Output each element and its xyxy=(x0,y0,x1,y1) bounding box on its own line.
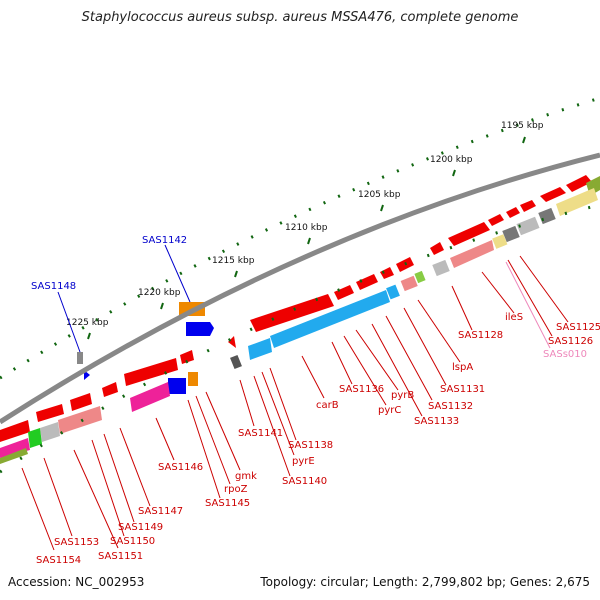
inner-tick-ring xyxy=(0,203,600,474)
accession-text: Accession: NC_002953 xyxy=(8,575,145,589)
forward-strand-genes xyxy=(0,175,592,442)
label-rpoz: rpoZ xyxy=(224,484,248,495)
label-sas1147: SAS1147 xyxy=(138,506,183,517)
label-sas1145: SAS1145 xyxy=(205,498,250,509)
label-lspa: lspA xyxy=(452,362,473,373)
leader-lines xyxy=(21,255,569,551)
label-sas1125: SAS1125 xyxy=(556,322,600,333)
label-pyrc: pyrC xyxy=(378,405,401,416)
label-sas1148: SAS1148 xyxy=(31,281,76,292)
label-sas1141: SAS1141 xyxy=(238,428,283,439)
label-sas1136: SAS1136 xyxy=(339,384,384,395)
label-sas1142: SAS1142 xyxy=(142,235,187,246)
map-title: Staphylococcus aureus subsp. aureus MSSA… xyxy=(81,10,519,25)
label-sass010: SASs010 xyxy=(543,349,587,360)
ruler-label-1200: 1200 kbp xyxy=(430,155,473,165)
label-sas1132: SAS1132 xyxy=(428,401,473,412)
label-iles: ileS xyxy=(505,312,523,323)
label-gmk: gmk xyxy=(235,471,257,482)
label-sas1146: SAS1146 xyxy=(158,462,203,473)
label-sas1149: SAS1149 xyxy=(118,522,163,533)
topology-text: Topology: circular; Length: 2,799,802 bp… xyxy=(260,575,590,589)
label-sas1154: SAS1154 xyxy=(36,555,81,566)
ruler-label-1210: 1210 kbp xyxy=(285,223,328,233)
label-sas1128: SAS1128 xyxy=(458,330,503,341)
label-sas1140: SAS1140 xyxy=(282,476,327,487)
ruler-label-1195: 1195 kbp xyxy=(501,121,544,131)
label-sas1151: SAS1151 xyxy=(98,551,143,562)
label-sas1131: SAS1131 xyxy=(440,384,485,395)
label-sas1126: SAS1126 xyxy=(548,336,593,347)
label-sas1138: SAS1138 xyxy=(288,440,333,451)
label-sas1153: SAS1153 xyxy=(54,537,99,548)
label-sas1150: SAS1150 xyxy=(110,536,155,547)
label-carb: carB xyxy=(316,400,339,411)
label-pyre: pyrE xyxy=(292,456,315,467)
ruler-label-1220: 1220 kbp xyxy=(138,288,181,298)
label-pyrb: pyrB xyxy=(391,390,414,401)
ruler-label-1215: 1215 kbp xyxy=(212,256,255,266)
ruler-major-ticks xyxy=(87,136,526,340)
genome-backbone xyxy=(0,152,600,425)
outer-feature-sas1148 xyxy=(57,291,90,380)
ruler-label-1205: 1205 kbp xyxy=(358,190,401,200)
leader-line-sass010 xyxy=(505,261,551,349)
label-sas1133: SAS1133 xyxy=(414,416,459,427)
ruler-label-1225: 1225 kbp xyxy=(66,318,109,328)
